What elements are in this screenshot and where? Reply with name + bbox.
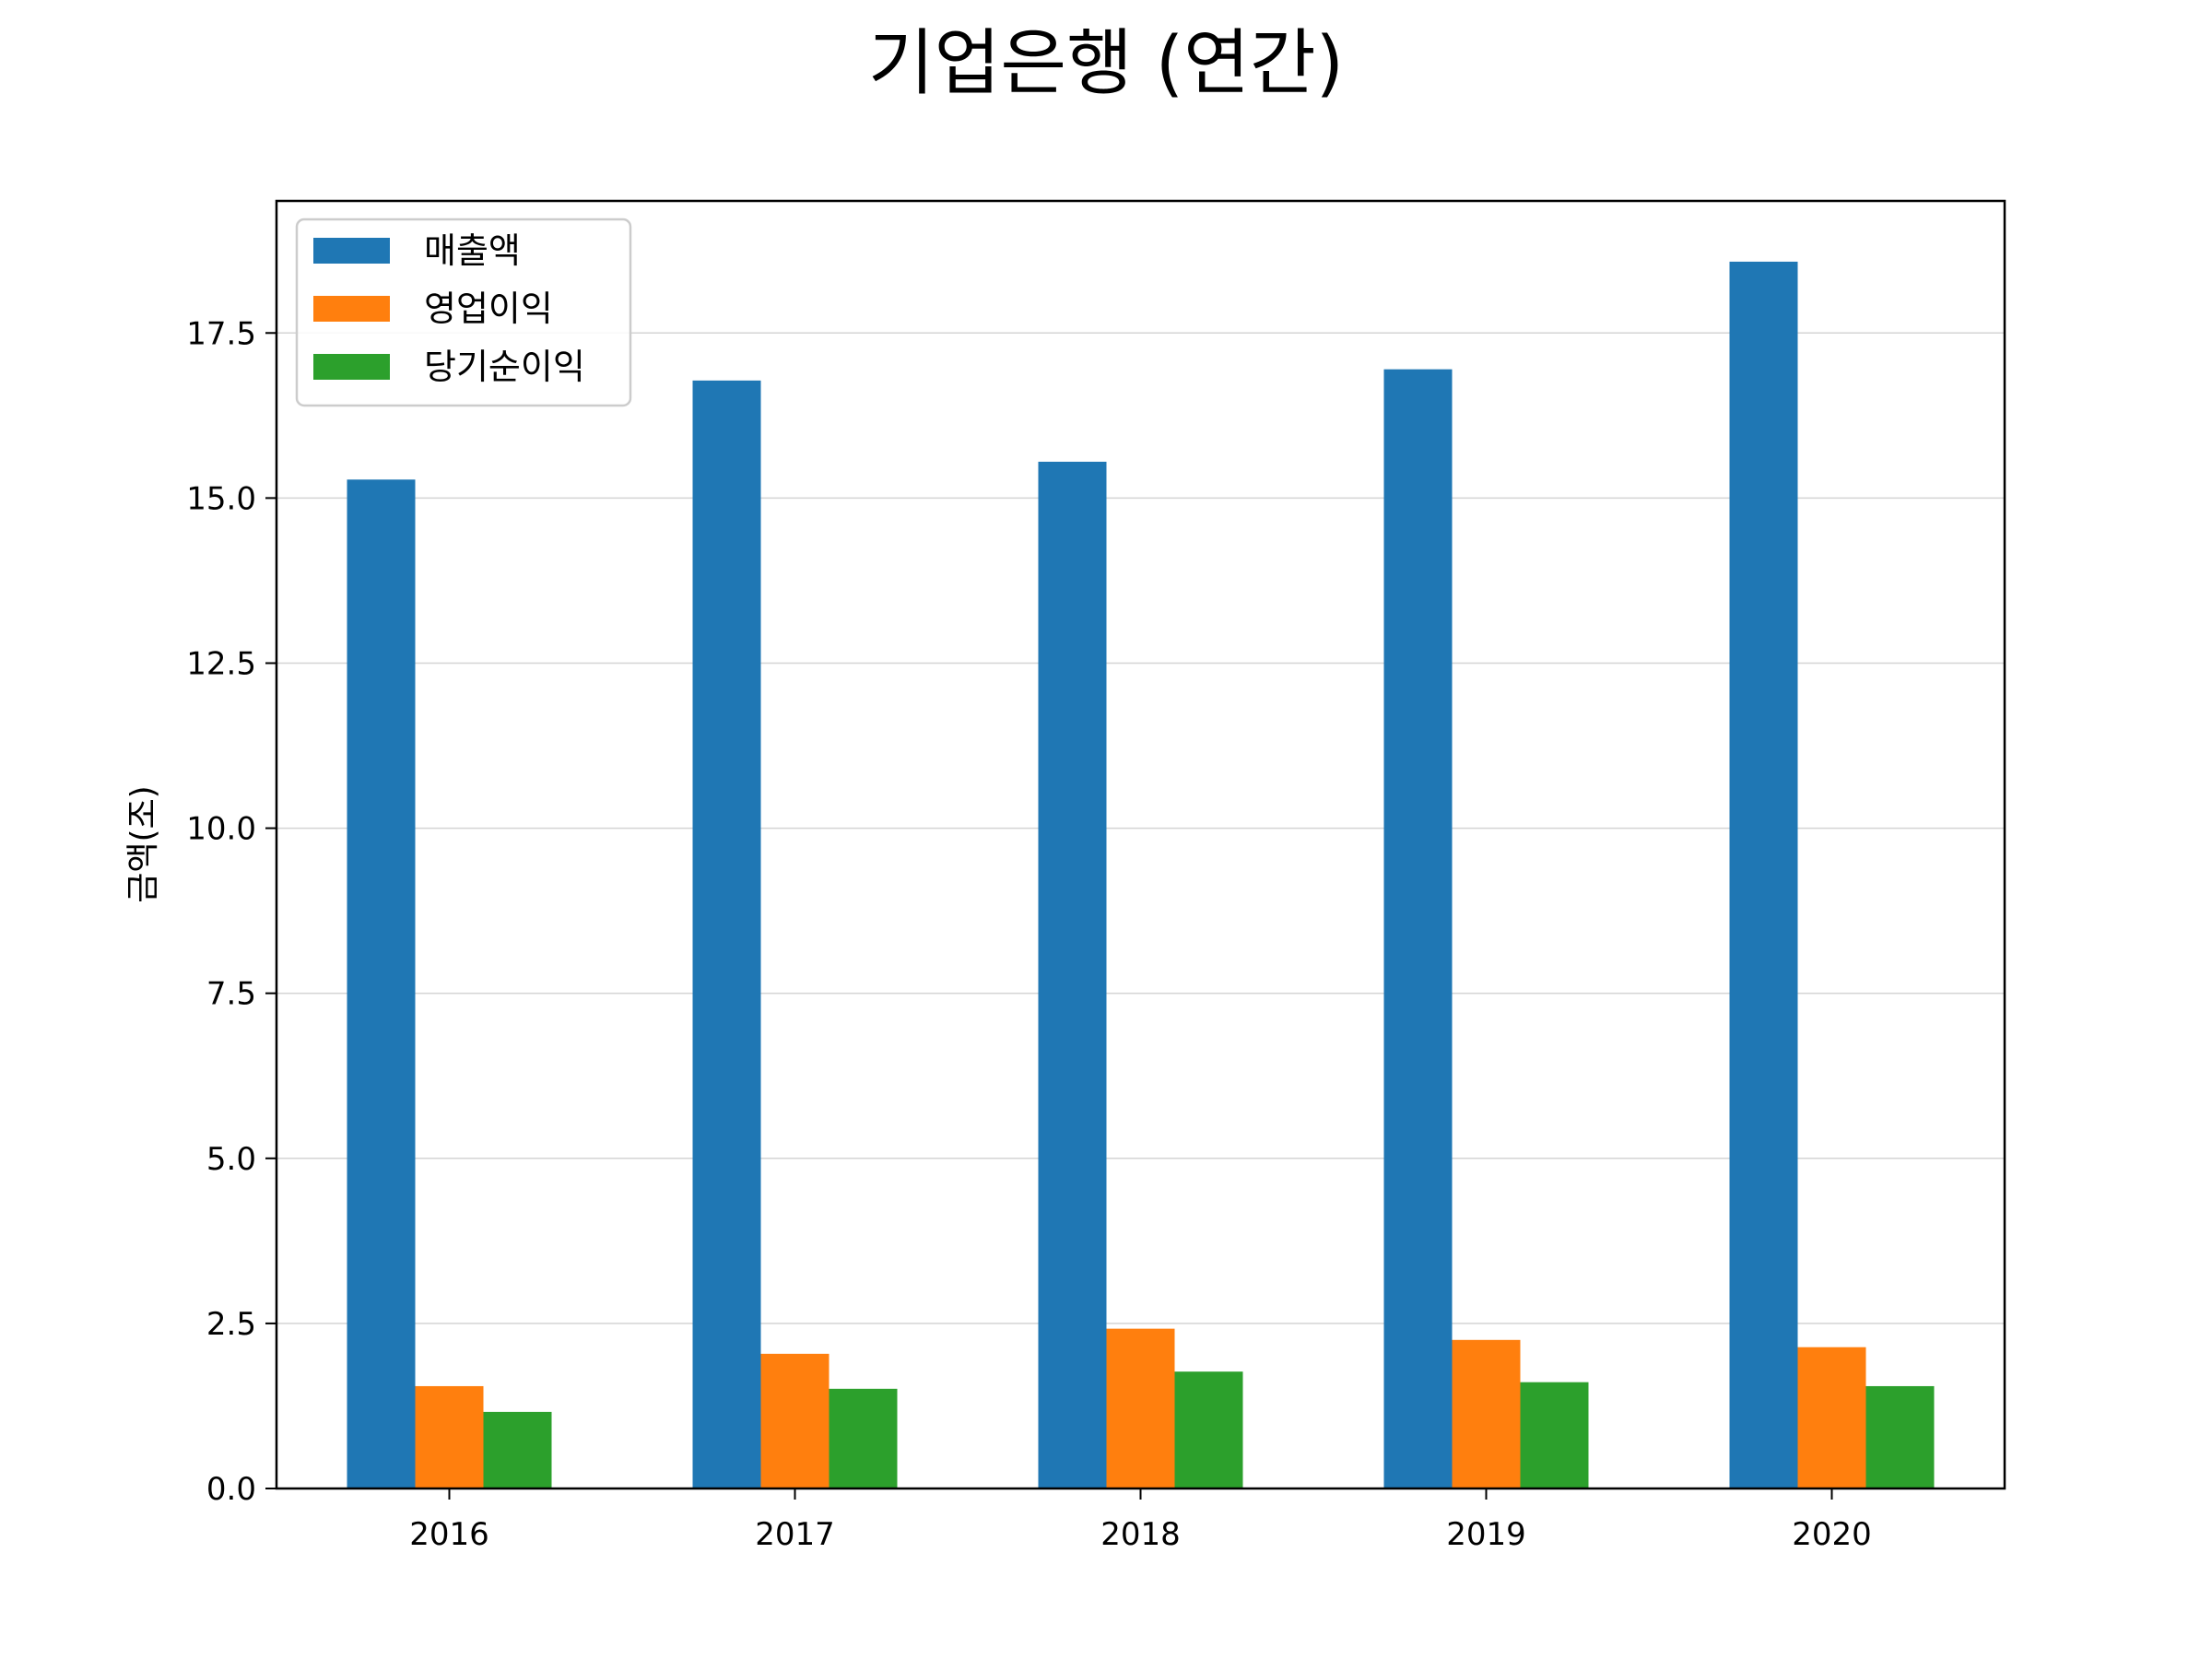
y-tick-label: 0.0 <box>206 1471 256 1508</box>
bar-영업이익-2018 <box>1106 1328 1175 1488</box>
x-tick-label: 2018 <box>1100 1516 1181 1553</box>
y-tick-label: 10.0 <box>186 811 256 848</box>
y-axis-label: 금액(조) <box>124 785 162 902</box>
bar-당기순이익-2020 <box>1865 1385 1935 1488</box>
legend-label-영업이익: 영업이익 <box>424 288 553 329</box>
y-tick-label: 15.0 <box>186 480 256 517</box>
grid-lines <box>276 332 2005 1324</box>
bar-당기순이익-2017 <box>829 1388 898 1488</box>
bar-영업이익-2020 <box>1797 1347 1866 1488</box>
y-axis: 0.0 2.5 5.0 7.5 10.0 12.5 15.0 17.5 <box>186 315 276 1508</box>
legend-swatch-매출액 <box>313 238 390 264</box>
bars <box>347 261 1935 1489</box>
legend-label-당기순이익: 당기순이익 <box>424 347 585 387</box>
bar-매출액-2018 <box>1038 461 1107 1488</box>
chart-title: 기업은행 (연간) <box>868 22 1344 105</box>
y-tick-label: 12.5 <box>186 645 256 682</box>
bar-영업이익-2019 <box>1452 1339 1521 1488</box>
bar-영업이익-2016 <box>415 1385 484 1488</box>
y-tick-label: 2.5 <box>206 1306 256 1343</box>
y-tick-label: 17.5 <box>186 315 256 352</box>
bar-당기순이익-2016 <box>483 1411 552 1488</box>
bar-매출액-2017 <box>692 380 761 1489</box>
x-tick-label: 2019 <box>1446 1516 1526 1553</box>
x-tick-label: 2016 <box>409 1516 489 1553</box>
y-tick-label: 7.5 <box>206 976 256 1013</box>
x-tick-label: 2017 <box>755 1516 835 1553</box>
x-tick-label: 2020 <box>1792 1516 1872 1553</box>
y-tick-label: 5.0 <box>206 1141 256 1178</box>
bar-영업이익-2017 <box>760 1353 830 1488</box>
legend-label-매출액: 매출액 <box>424 230 521 271</box>
bar-매출액-2019 <box>1383 369 1453 1489</box>
bar-매출액-2016 <box>347 479 416 1488</box>
legend-swatch-당기순이익 <box>313 354 390 380</box>
x-axis: 2016 2017 2018 2019 2020 <box>409 1488 1872 1553</box>
bar-매출액-2020 <box>1729 261 1798 1489</box>
bar-당기순이익-2019 <box>1520 1382 1589 1488</box>
legend-swatch-영업이익 <box>313 296 390 322</box>
bar-당기순이익-2018 <box>1174 1371 1243 1488</box>
